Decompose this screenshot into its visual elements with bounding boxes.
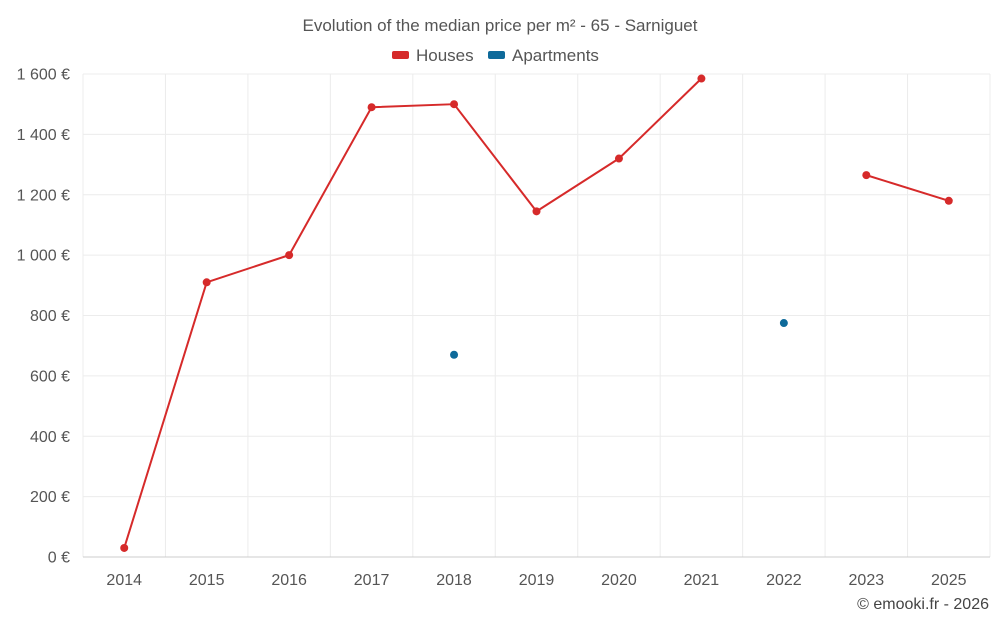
x-tick-label: 2014 xyxy=(106,572,142,589)
legend: Houses Apartments xyxy=(392,46,599,65)
series-houses xyxy=(120,74,953,552)
y-tick-label: 200 € xyxy=(30,489,70,506)
x-tick-label: 2025 xyxy=(931,572,967,589)
x-tick-label: 2019 xyxy=(519,572,555,589)
x-axis-ticks: 2014 2015 2016 2017 2018 2019 2020 2021 2022 2023… xyxy=(106,572,966,589)
legend-item-houses[interactable]: Houses xyxy=(392,46,474,65)
y-tick-label: 400 € xyxy=(30,429,70,446)
legend-swatch-apartments xyxy=(488,51,505,59)
x-tick-label: 2023 xyxy=(849,572,885,589)
y-tick-label: 1 400 € xyxy=(17,127,70,144)
series-apartments xyxy=(450,319,788,359)
legend-label-houses: Houses xyxy=(416,46,474,65)
legend-item-apartments[interactable]: Apartments xyxy=(488,46,599,65)
series-line-houses xyxy=(866,174,950,202)
plot-area xyxy=(120,74,953,552)
x-tick-label: 2015 xyxy=(189,572,225,589)
data-point-houses[interactable] xyxy=(120,543,129,552)
x-tick-label: 2021 xyxy=(684,572,720,589)
series-line-houses xyxy=(123,77,703,549)
data-point-houses[interactable] xyxy=(944,196,953,205)
data-point-apartments[interactable] xyxy=(779,319,788,328)
x-tick-label: 2018 xyxy=(436,572,472,589)
data-point-houses[interactable] xyxy=(285,251,294,260)
grid xyxy=(82,73,991,558)
legend-label-apartments: Apartments xyxy=(512,46,599,65)
chart-title: Evolution of the median price per m² - 6… xyxy=(303,16,698,35)
x-tick-label: 2020 xyxy=(601,572,637,589)
y-tick-label: 600 € xyxy=(30,368,70,385)
y-tick-label: 1 000 € xyxy=(17,248,70,265)
y-tick-label: 1 200 € xyxy=(17,187,70,204)
y-tick-label: 0 € xyxy=(48,550,70,567)
data-point-apartments[interactable] xyxy=(450,350,459,359)
x-tick-label: 2017 xyxy=(354,572,390,589)
data-point-houses[interactable] xyxy=(614,154,623,163)
y-tick-label: 1 600 € xyxy=(17,67,70,84)
x-tick-label: 2016 xyxy=(271,572,307,589)
data-point-houses[interactable] xyxy=(862,171,871,180)
legend-swatch-houses xyxy=(392,51,409,59)
data-point-houses[interactable] xyxy=(202,278,211,287)
x-tick-label: 2022 xyxy=(766,572,802,589)
credit-text: © emooki.fr - 2026 xyxy=(857,596,989,613)
data-point-houses[interactable] xyxy=(450,100,459,109)
data-point-houses[interactable] xyxy=(367,103,376,112)
y-tick-label: 800 € xyxy=(30,308,70,325)
y-axis-ticks: 0 € 200 € 400 € 600 € 800 € 1 000 € 1 200 € 1 4… xyxy=(17,67,70,567)
data-point-houses[interactable] xyxy=(697,74,706,83)
data-point-houses[interactable] xyxy=(532,207,541,216)
